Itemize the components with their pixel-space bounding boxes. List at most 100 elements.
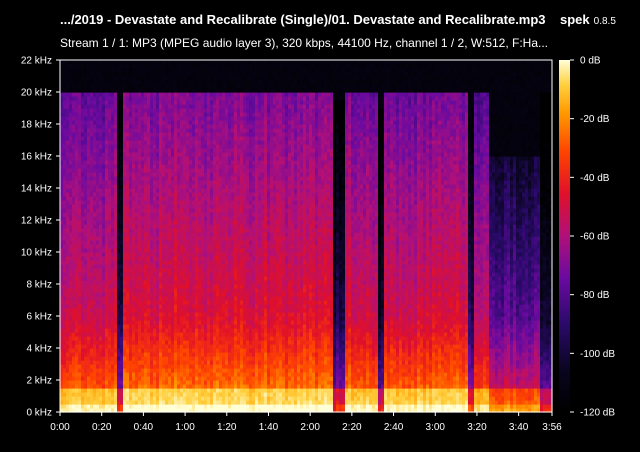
heatmap-cell <box>96 384 100 389</box>
heatmap-cell <box>150 116 154 121</box>
heatmap-cell <box>63 136 67 141</box>
heatmap-cell <box>96 324 100 329</box>
heatmap-cell <box>93 344 97 349</box>
heatmap-cell <box>135 108 139 113</box>
heatmap-cell <box>66 160 70 165</box>
heatmap-cell <box>105 120 109 125</box>
heatmap-cell <box>105 200 109 205</box>
heatmap-cell <box>141 180 145 185</box>
heatmap-cell <box>132 344 136 349</box>
heatmap-cell <box>123 296 127 301</box>
heatmap-cell <box>81 248 85 253</box>
heatmap-cell <box>135 356 139 361</box>
heatmap-cell <box>150 140 154 145</box>
heatmap-cell <box>111 180 115 185</box>
heatmap-cell <box>129 212 133 217</box>
heatmap-cell <box>90 184 94 189</box>
heatmap-cell <box>96 336 100 341</box>
heatmap-cell <box>93 356 97 361</box>
heatmap-cell <box>132 320 136 325</box>
heatmap-cell <box>132 244 136 249</box>
heatmap-cell <box>123 400 127 405</box>
heatmap-cell <box>120 352 124 357</box>
heatmap-cell <box>108 352 112 357</box>
heatmap-cell <box>72 212 76 217</box>
heatmap-cell <box>66 180 70 185</box>
heatmap-cell <box>135 264 139 269</box>
heatmap-cell <box>138 404 142 409</box>
heatmap-cell <box>81 352 85 357</box>
heatmap-cell <box>78 272 82 277</box>
heatmap-cell <box>69 292 73 297</box>
heatmap-cell <box>111 384 115 389</box>
heatmap-cell <box>93 176 97 181</box>
heatmap-cell <box>141 216 145 221</box>
heatmap-cell <box>108 252 112 257</box>
heatmap-cell <box>90 228 94 233</box>
heatmap-cell <box>66 116 70 121</box>
heatmap-cell <box>84 136 88 141</box>
heatmap-cell <box>63 208 67 213</box>
heatmap-cell <box>90 216 94 221</box>
heatmap-cell <box>147 280 151 285</box>
heatmap-cell <box>123 252 127 257</box>
heatmap-cell <box>84 216 88 221</box>
heatmap-cell <box>102 380 106 385</box>
heatmap-cell <box>93 252 97 257</box>
heatmap-cell <box>105 76 109 81</box>
heatmap-cell <box>123 316 127 321</box>
heatmap-cell <box>129 372 133 377</box>
heatmap-cell <box>138 340 142 345</box>
heatmap-cell <box>60 108 64 113</box>
heatmap-cell <box>123 332 127 337</box>
heatmap-cell <box>93 160 97 165</box>
heatmap-cell <box>144 172 148 177</box>
heatmap-cell <box>120 312 124 317</box>
heatmap-cell <box>96 372 100 377</box>
heatmap-cell <box>99 116 103 121</box>
heatmap-cell <box>105 184 109 189</box>
heatmap-cell <box>63 232 67 237</box>
heatmap-cell <box>117 108 121 113</box>
heatmap-cell <box>117 240 121 245</box>
heatmap-cell <box>69 204 73 209</box>
heatmap-cell <box>114 304 118 309</box>
heatmap-cell <box>90 400 94 405</box>
heatmap-cell <box>60 260 64 265</box>
heatmap-cell <box>99 264 103 269</box>
heatmap-cell <box>93 320 97 325</box>
heatmap-cell <box>120 260 124 265</box>
heatmap-cell <box>114 228 118 233</box>
heatmap-cell <box>105 216 109 221</box>
heatmap-cell <box>129 204 133 209</box>
heatmap-cell <box>120 272 124 277</box>
heatmap-cell <box>69 112 73 117</box>
heatmap-cell <box>144 180 148 185</box>
heatmap-cell <box>144 68 148 73</box>
heatmap-cell <box>138 232 142 237</box>
heatmap-cell <box>90 64 94 69</box>
heatmap-cell <box>123 156 127 161</box>
heatmap-cell <box>108 204 112 209</box>
heatmap-cell <box>81 340 85 345</box>
heatmap-cell <box>132 236 136 241</box>
heatmap-cell <box>135 336 139 341</box>
heatmap-cell <box>117 64 121 69</box>
heatmap-cell <box>117 192 121 197</box>
heatmap-cell <box>84 400 88 405</box>
heatmap-cell <box>138 240 142 245</box>
heatmap-cell <box>75 300 79 305</box>
heatmap-cell <box>132 284 136 289</box>
heatmap-cell <box>144 380 148 385</box>
heatmap-cell <box>126 276 130 281</box>
heatmap-cell <box>78 92 82 97</box>
heatmap-cell <box>126 308 130 313</box>
heatmap-cell <box>60 376 64 381</box>
heatmap-cell <box>102 116 106 121</box>
heatmap-cell <box>120 172 124 177</box>
heatmap-cell <box>72 72 76 77</box>
heatmap-cell <box>69 280 73 285</box>
heatmap-cell <box>63 80 67 85</box>
heatmap-cell <box>66 304 70 309</box>
heatmap-cell <box>84 204 88 209</box>
